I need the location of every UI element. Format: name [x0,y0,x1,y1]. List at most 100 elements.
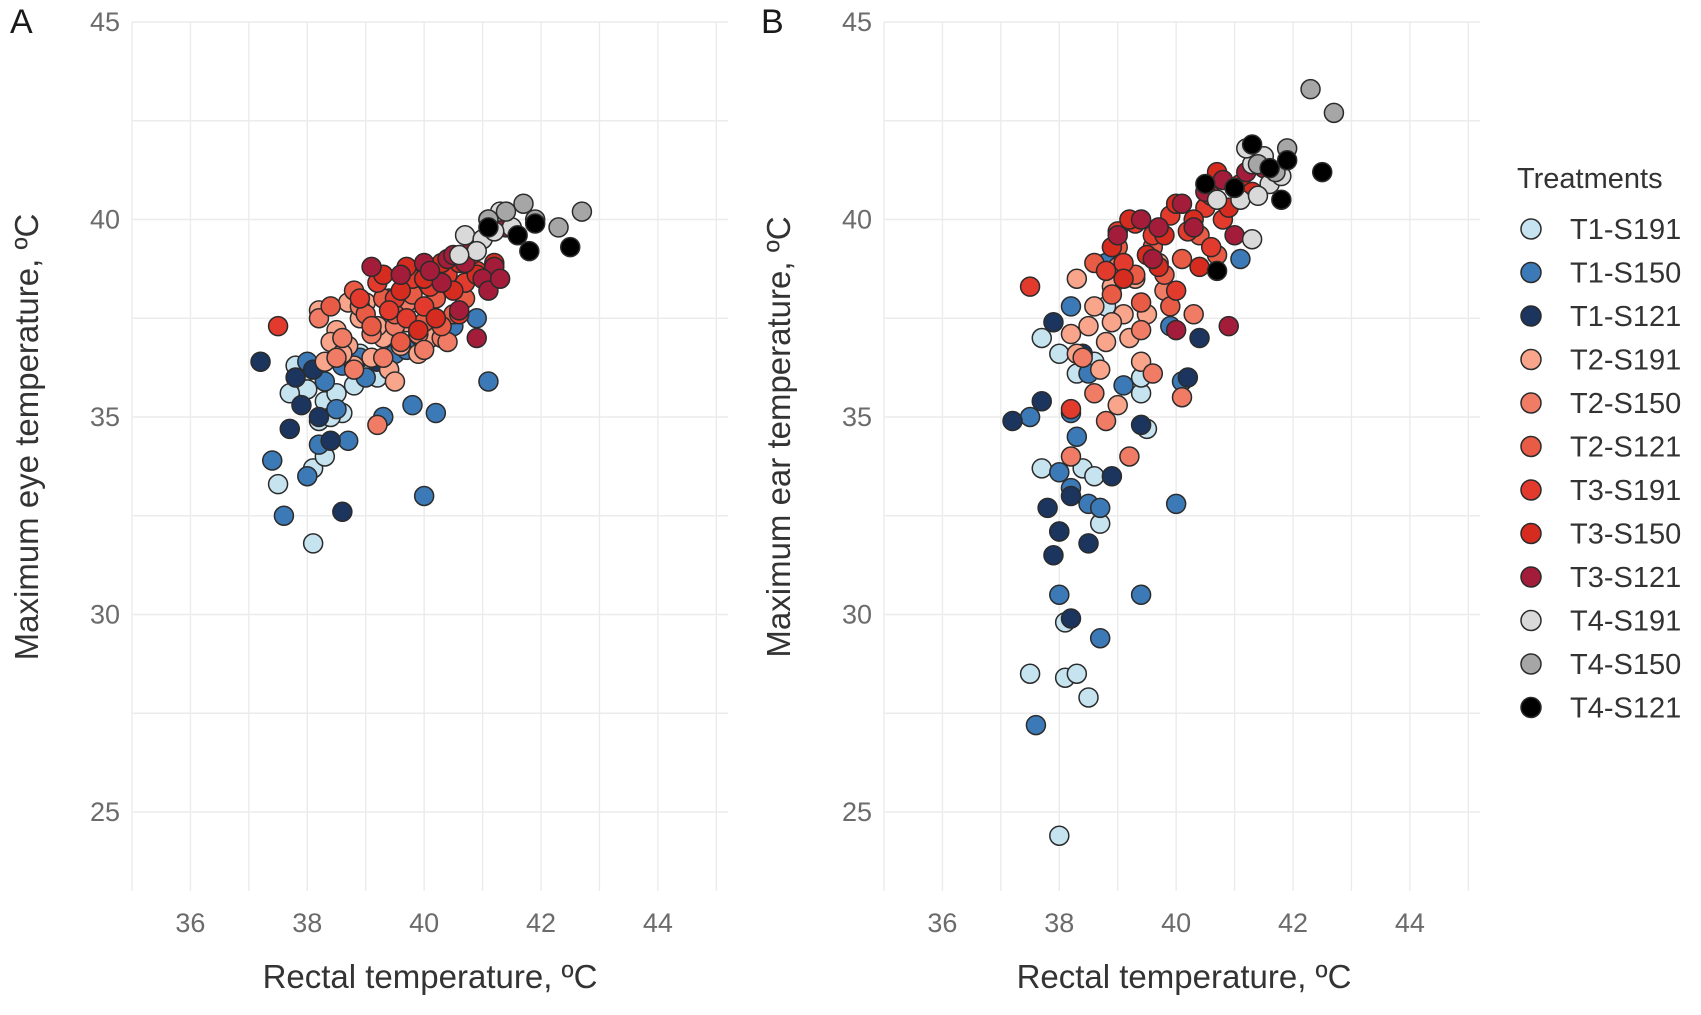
legend-key-t4-s191 [1520,609,1542,632]
data-point-t1-s191 [1066,663,1088,684]
panel-b-points [1002,78,1345,846]
panel-b-y-axis-title: Maximum ear temperature, ºC [760,216,797,657]
data-point-t2-s191 [1095,331,1117,353]
panel-b-y-ticks: 25 30 35 40 45 [842,7,872,827]
data-point-t2-s150 [1171,387,1193,408]
data-point-t4-s121 [1259,157,1280,179]
data-point-t3-s121 [466,327,487,349]
data-point-t1-s121 [1043,545,1064,566]
data-point-t1-s121 [1037,497,1058,519]
data-point-t1-s150 [1113,375,1134,396]
legend-item: T2-S191 [1520,345,1681,377]
data-point-t4-s121 [1241,134,1263,155]
data-point-t1-s150 [1049,584,1070,605]
data-point-t4-s121 [1271,189,1292,210]
data-point-t4-s191 [466,240,487,262]
legend-item: T2-S150 [1520,388,1681,420]
data-point-t1-s121 [1130,414,1152,436]
data-point-t4-s191 [448,244,470,266]
panel-a-y-tick-label: 40 [90,205,120,235]
legend-item: T3-S150 [1520,519,1681,551]
data-point-t4-s121 [1311,161,1333,183]
panel-a-y-tick-label: 35 [90,402,120,432]
panel-b-y-tick-label: 45 [842,7,872,37]
data-point-t1-s150 [273,505,295,526]
panel-b-y-tick-label: 35 [842,402,872,432]
data-point-t2-s121 [1130,292,1152,313]
data-point-t1-s150 [1089,627,1111,649]
panel-a-y-tick-label: 25 [90,797,120,827]
data-point-t1-s191 [1031,458,1053,479]
data-point-t2-s150 [1130,319,1152,341]
legend-label: T3-S191 [1570,475,1681,507]
data-point-t2-s150 [1072,347,1093,368]
data-point-t4-s191 [454,225,476,246]
panel-a-x-tick-label: 40 [409,908,439,938]
data-point-t3-s121 [419,260,441,282]
data-point-t4-s121 [1224,177,1245,199]
panel-a-label: A [10,3,33,41]
data-point-t2-s150 [326,347,347,368]
data-point-t3-s121 [489,268,511,289]
data-point-t1-s121 [1031,390,1053,412]
data-point-t2-s150 [1084,383,1105,404]
legend-item: T1-S191 [1520,214,1681,246]
data-point-t1-s121 [285,367,306,388]
data-point-t4-s191 [1247,185,1269,207]
data-point-t2-s191 [1078,315,1099,337]
data-point-t1-s121 [250,351,271,372]
data-point-t4-s121 [478,217,499,238]
legend-label: T2-S121 [1570,432,1681,464]
data-point-t4-s121 [559,236,581,258]
data-point-t3-s191 [1200,236,1222,258]
data-point-t2-s150 [1142,363,1164,384]
panel-b: B 25 30 35 40 45 36 38 40 42 44 Rectal temperatu… [760,3,1480,995]
data-point-t4-s150 [1323,102,1345,124]
panel-b-x-tick-label: 42 [1278,908,1308,938]
data-point-t2-s121 [361,315,382,337]
data-point-t3-s150 [425,308,447,329]
data-point-t4-s150 [513,193,534,214]
data-point-t1-s191 [302,533,324,554]
data-point-t1-s150 [1165,493,1187,515]
legend-key-t3-s150 [1520,522,1542,545]
data-point-t3-s121 [1218,315,1239,337]
legend-item: T3-S121 [1520,562,1681,594]
legend-label: T2-S150 [1570,388,1681,420]
data-point-t1-s150 [1066,426,1088,447]
panel-a-x-ticks: 36 38 40 42 44 [175,908,672,938]
data-point-t3-s150 [1113,268,1134,289]
panel-a: A 25 30 35 40 45 36 38 40 42 44 Rectal temperatu… [8,3,728,995]
data-point-t2-s150 [373,347,394,368]
data-point-t1-s191 [267,473,289,495]
panel-b-y-tick-label: 30 [842,600,872,630]
data-point-t3-s191 [1019,276,1041,297]
data-point-t3-s121 [1148,217,1169,238]
legend-label: T2-S191 [1570,345,1681,377]
legend-key-t4-s150 [1520,653,1542,675]
legend-label: T3-S121 [1570,562,1681,594]
legend-label: T4-S150 [1570,649,1681,681]
legend-label: T4-S191 [1570,606,1681,638]
data-point-t1-s150 [326,398,347,420]
data-point-t1-s150 [1089,497,1111,519]
data-point-t1-s191 [1049,825,1070,846]
data-point-t2-s191 [1107,394,1128,416]
data-point-t2-s121 [1171,248,1193,270]
data-point-t3-s121 [390,264,412,286]
legend-key-t1-s150 [1520,261,1542,284]
legend-key-t3-s191 [1520,479,1542,501]
panel-a-points [250,193,593,554]
panel-b-grid [883,21,1480,891]
panel-b-x-axis-title: Rectal temperature, ºC [1017,958,1352,995]
data-point-t1-s150 [1025,714,1047,736]
panel-a-x-tick-label: 38 [292,908,322,938]
panel-a-y-tick-label: 30 [90,600,120,630]
data-point-t3-s121 [1224,225,1245,246]
legend-label: T3-S150 [1570,519,1681,551]
data-point-t4-s150 [571,201,593,222]
data-point-t1-s150 [402,394,423,416]
legend: Treatments T1-S191T1-S150T1-S121T2-S191T… [1517,163,1681,725]
data-point-t1-s150 [1049,462,1070,483]
